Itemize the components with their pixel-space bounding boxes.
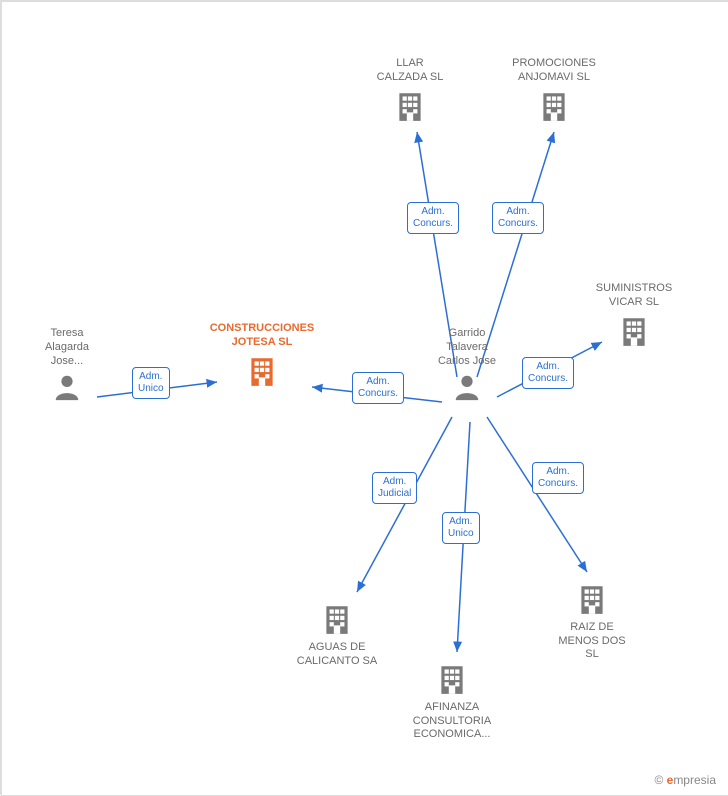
building-icon xyxy=(277,602,397,641)
node-teresa[interactable]: TeresaAlagardaJose... xyxy=(7,327,127,407)
person-icon xyxy=(7,372,127,407)
building-icon xyxy=(574,314,694,353)
node-label: GarridoTalaveraCarlos Jose xyxy=(407,327,527,368)
node-garrido[interactable]: GarridoTalaveraCarlos Jose xyxy=(407,327,527,407)
node-label: PROMOCIONESANJOMAVI SL xyxy=(494,57,614,85)
edge-garrido-raiz xyxy=(487,417,587,572)
edge-label-garrido-aguas: Adm.Judicial xyxy=(372,472,417,504)
node-construcciones[interactable]: CONSTRUCCIONESJOTESA SL xyxy=(202,322,322,392)
edge-garrido-aguas xyxy=(357,417,452,592)
edge-label-garrido-llar: Adm.Concurs. xyxy=(407,202,459,234)
edge-label-teresa-construcciones: Adm.Unico xyxy=(132,367,170,399)
building-icon xyxy=(350,89,470,128)
brand-rest: mpresia xyxy=(673,773,716,787)
edge-label-garrido-promociones: Adm.Concurs. xyxy=(492,202,544,234)
node-label: SUMINISTROSVICAR SL xyxy=(574,282,694,310)
edge-label-garrido-raiz: Adm.Concurs. xyxy=(532,462,584,494)
person-icon xyxy=(407,372,527,407)
edge-label-garrido-suministros: Adm.Concurs. xyxy=(522,357,574,389)
node-label: LLARCALZADA SL xyxy=(350,57,470,85)
node-label: AGUAS DECALICANTO SA xyxy=(277,641,397,669)
node-raiz[interactable]: RAIZ DEMENOS DOSSL xyxy=(532,582,652,666)
building-icon xyxy=(392,662,512,701)
footer-copyright: © empresia xyxy=(654,773,716,787)
node-label: CONSTRUCCIONESJOTESA SL xyxy=(202,322,322,350)
node-llar[interactable]: LLARCALZADA SL xyxy=(350,57,470,127)
node-label: AFINANZACONSULTORIAECONOMICA... xyxy=(392,701,512,742)
building-icon xyxy=(202,354,322,393)
node-promociones[interactable]: PROMOCIONESANJOMAVI SL xyxy=(494,57,614,127)
node-label: RAIZ DEMENOS DOSSL xyxy=(532,621,652,662)
building-icon xyxy=(532,582,652,621)
building-icon xyxy=(494,89,614,128)
node-aguas[interactable]: AGUAS DECALICANTO SA xyxy=(277,602,397,672)
node-label: TeresaAlagardaJose... xyxy=(7,327,127,368)
edge-label-garrido-afinanza: Adm.Unico xyxy=(442,512,480,544)
node-afinanza[interactable]: AFINANZACONSULTORIAECONOMICA... xyxy=(392,662,512,746)
copyright-symbol: © xyxy=(654,773,663,787)
edge-label-garrido-construcciones: Adm.Concurs. xyxy=(352,372,404,404)
node-suministros[interactable]: SUMINISTROSVICAR SL xyxy=(574,282,694,352)
